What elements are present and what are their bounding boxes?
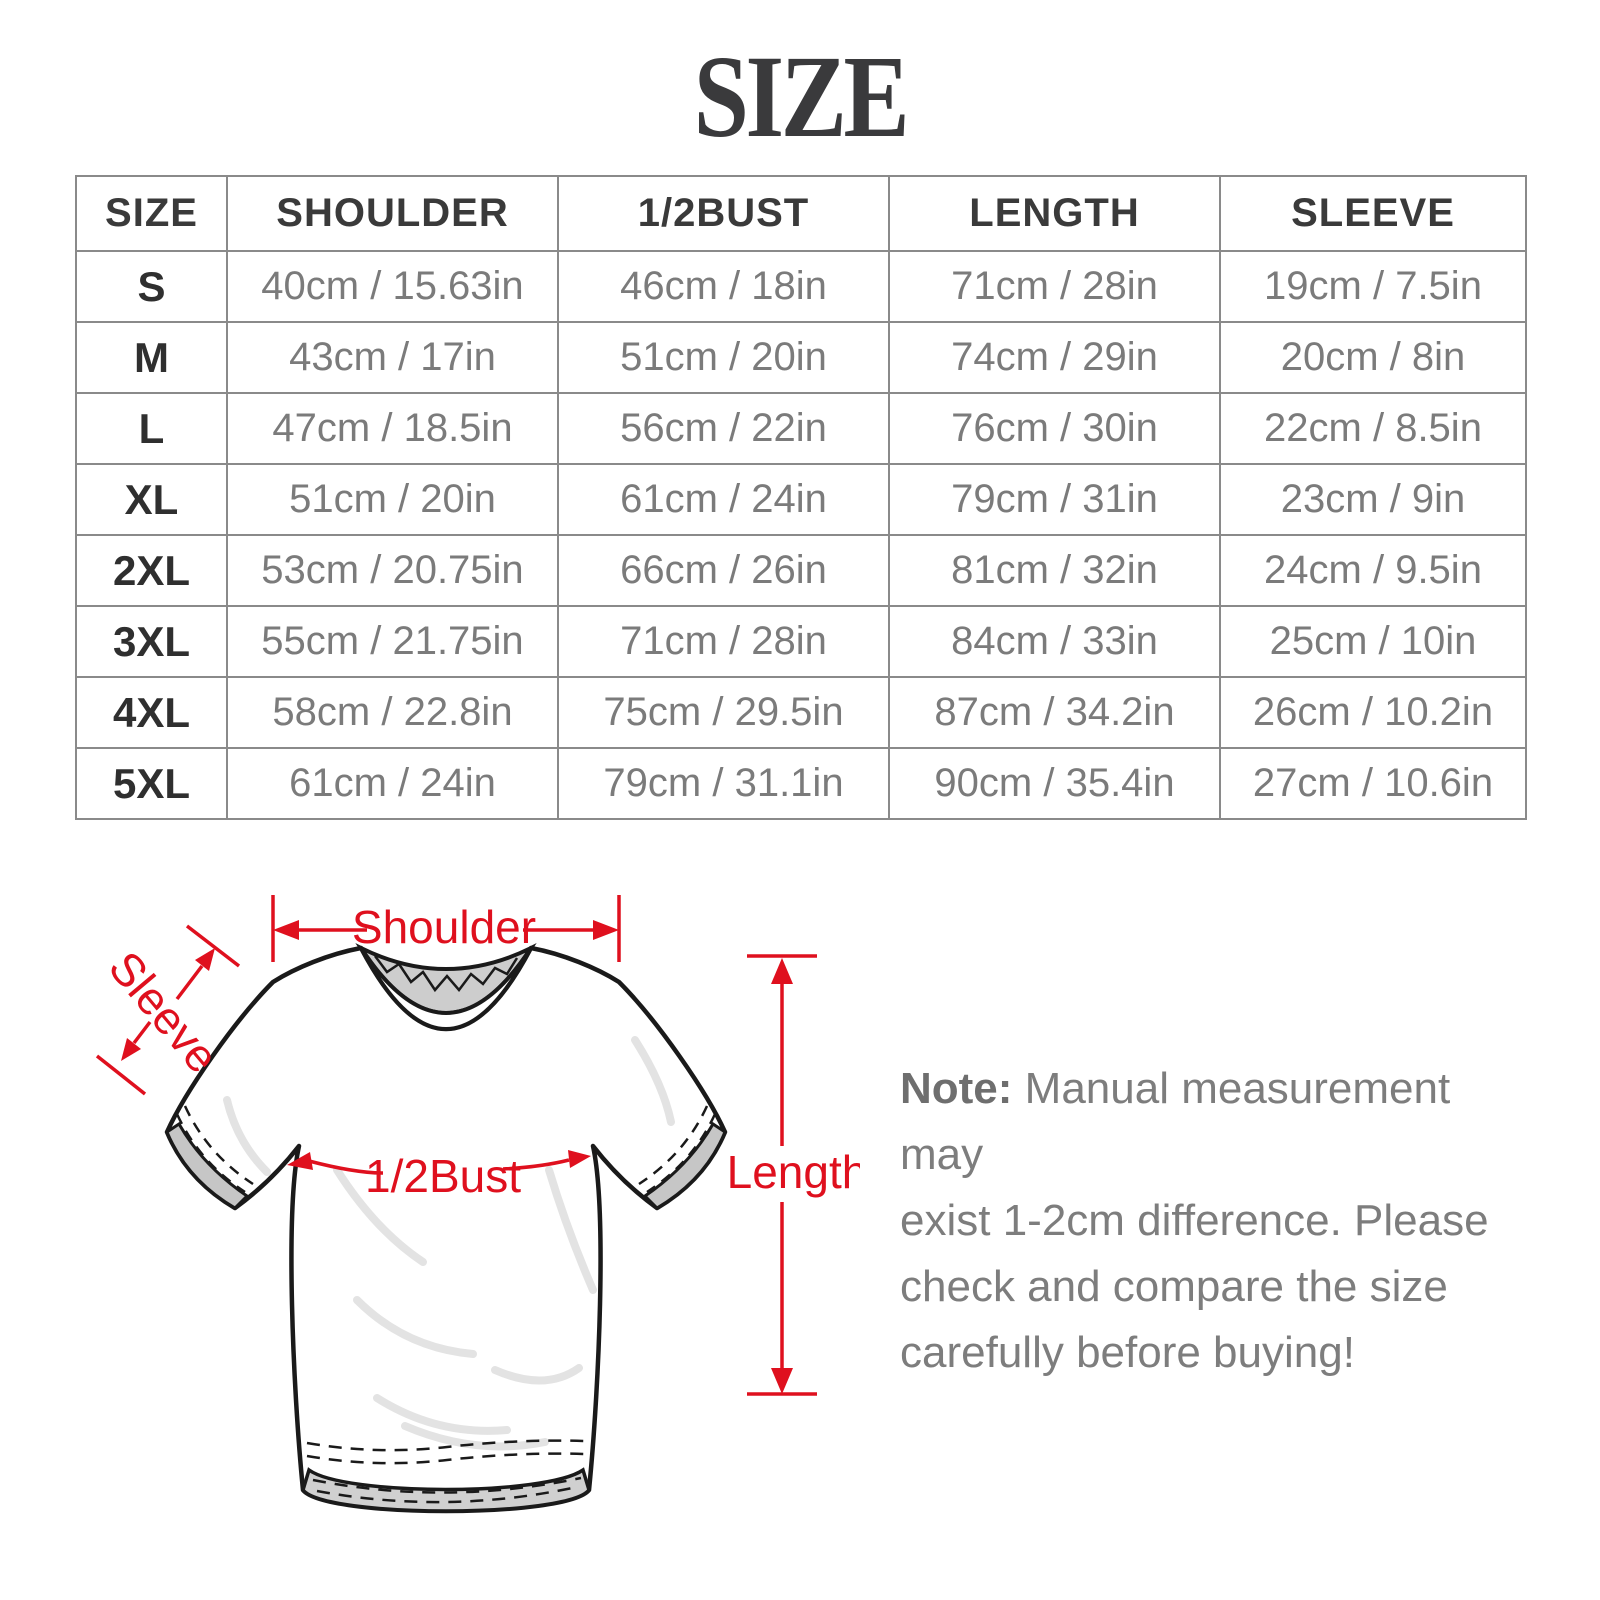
hem-stitches <box>306 1439 586 1504</box>
header-size: SIZE <box>75 175 228 252</box>
arrow-up-right-icon <box>195 948 215 971</box>
arrow-down-icon <box>771 1368 793 1394</box>
size-cell: 5XL <box>75 747 228 820</box>
table-row-m: M 43cm / 17in 51cm / 20in 74cm / 29in 20… <box>75 321 1527 394</box>
measurement-note: Note: Manual measurement may exist 1-2cm… <box>900 1056 1510 1386</box>
arrow-right-icon <box>593 920 619 940</box>
sleeve-cell: 19cm / 7.5in <box>1219 250 1527 323</box>
shoulder-dimension: Shoulder <box>271 895 621 962</box>
note-line: carefully before buying! <box>900 1328 1355 1377</box>
size-cell: L <box>75 392 228 465</box>
size-table: SIZE SHOULDER 1/2BUST LENGTH SLEEVE S 40… <box>75 175 1527 820</box>
bust-cell: 71cm / 28in <box>557 605 890 678</box>
shoulder-cell: 58cm / 22.8in <box>226 676 559 749</box>
measurement-annotations: Shoulder Sleeve 1/2Bust Length <box>95 895 860 1396</box>
bust-cell: 61cm / 24in <box>557 463 890 536</box>
sleeve-cell: 23cm / 9in <box>1219 463 1527 536</box>
bust-cell: 66cm / 26in <box>557 534 890 607</box>
table-header-row: SIZE SHOULDER 1/2BUST LENGTH SLEEVE <box>75 175 1527 252</box>
length-cell: 90cm / 35.4in <box>888 747 1221 820</box>
length-cell: 74cm / 29in <box>888 321 1221 394</box>
bust-cell: 75cm / 29.5in <box>557 676 890 749</box>
arrow-up-icon <box>771 958 793 984</box>
shoulder-cell: 51cm / 20in <box>226 463 559 536</box>
right-cuff-underside <box>642 1121 727 1210</box>
note-line: exist 1-2cm difference. Please <box>900 1196 1489 1245</box>
sleeve-cell: 20cm / 8in <box>1219 321 1527 394</box>
sleeve-cell: 26cm / 10.2in <box>1219 676 1527 749</box>
note-line: Note: Manual measurement may <box>900 1064 1451 1179</box>
left-cuff-underside <box>165 1121 250 1210</box>
table-row-3xl: 3XL 55cm / 21.75in 71cm / 28in 84cm / 33… <box>75 605 1527 678</box>
length-cell: 71cm / 28in <box>888 250 1221 323</box>
sleeve-cell: 22cm / 8.5in <box>1219 392 1527 465</box>
tshirt-icon <box>164 942 728 1514</box>
shoulder-cell: 40cm / 15.63in <box>226 250 559 323</box>
size-cell: 3XL <box>75 605 228 678</box>
arrow-right-icon <box>568 1150 591 1168</box>
note-label: Note: <box>900 1064 1013 1113</box>
size-cell: S <box>75 250 228 323</box>
sleeve-cell: 24cm / 9.5in <box>1219 534 1527 607</box>
table-row-4xl: 4XL 58cm / 22.8in 75cm / 29.5in 87cm / 3… <box>75 676 1527 749</box>
size-cell: M <box>75 321 228 394</box>
header-shoulder: SHOULDER <box>226 175 559 252</box>
length-cell: 79cm / 31in <box>888 463 1221 536</box>
table-row-xl: XL 51cm / 20in 61cm / 24in 79cm / 31in 2… <box>75 463 1527 536</box>
shoulder-cell: 53cm / 20.75in <box>226 534 559 607</box>
shoulder-cell: 43cm / 17in <box>226 321 559 394</box>
size-cell: 2XL <box>75 534 228 607</box>
bust-cell: 51cm / 20in <box>557 321 890 394</box>
length-cell: 76cm / 30in <box>888 392 1221 465</box>
header-length: LENGTH <box>888 175 1221 252</box>
note-line: check and compare the size <box>900 1262 1448 1311</box>
shoulder-cell: 55cm / 21.75in <box>226 605 559 678</box>
arrow-down-left-icon <box>121 1038 141 1061</box>
tshirt-measurement-diagram: Shoulder Sleeve 1/2Bust Length <box>95 895 860 1514</box>
length-cell: 84cm / 33in <box>888 605 1221 678</box>
table-row-l: L 47cm / 18.5in 56cm / 22in 76cm / 30in … <box>75 392 1527 465</box>
length-cell: 87cm / 34.2in <box>888 676 1221 749</box>
page-title: SIZE <box>693 31 910 162</box>
arrow-left-icon <box>273 920 299 940</box>
length-cell: 81cm / 32in <box>888 534 1221 607</box>
length-label: Length <box>727 1146 860 1198</box>
table-row-s: S 40cm / 15.63in 46cm / 18in 71cm / 28in… <box>75 250 1527 323</box>
sleeve-cell: 25cm / 10in <box>1219 605 1527 678</box>
table-row-5xl: 5XL 61cm / 24in 79cm / 31.1in 90cm / 35.… <box>75 747 1527 820</box>
bust-cell: 56cm / 22in <box>557 392 890 465</box>
arrow-left-icon <box>287 1152 313 1170</box>
bust-label: 1/2Bust <box>365 1150 521 1202</box>
sleeve-cell: 27cm / 10.6in <box>1219 747 1527 820</box>
size-cell: 4XL <box>75 676 228 749</box>
collar-rib <box>359 946 533 1031</box>
bust-dimension: 1/2Bust <box>287 1150 591 1202</box>
wrinkle-lines <box>223 1036 675 1451</box>
shoulder-cell: 61cm / 24in <box>226 747 559 820</box>
hem-underside <box>301 1467 591 1513</box>
collar-stitch-zigzag <box>374 955 519 993</box>
header-bust: 1/2BUST <box>557 175 890 252</box>
bust-cell: 79cm / 31.1in <box>557 747 890 820</box>
table-row-2xl: 2XL 53cm / 20.75in 66cm / 26in 81cm / 32… <box>75 534 1527 607</box>
length-dimension: Length <box>727 954 860 1396</box>
shoulder-label: Shoulder <box>352 901 536 953</box>
size-cell: XL <box>75 463 228 536</box>
bust-cell: 46cm / 18in <box>557 250 890 323</box>
header-sleeve: SLEEVE <box>1219 175 1527 252</box>
shoulder-cell: 47cm / 18.5in <box>226 392 559 465</box>
